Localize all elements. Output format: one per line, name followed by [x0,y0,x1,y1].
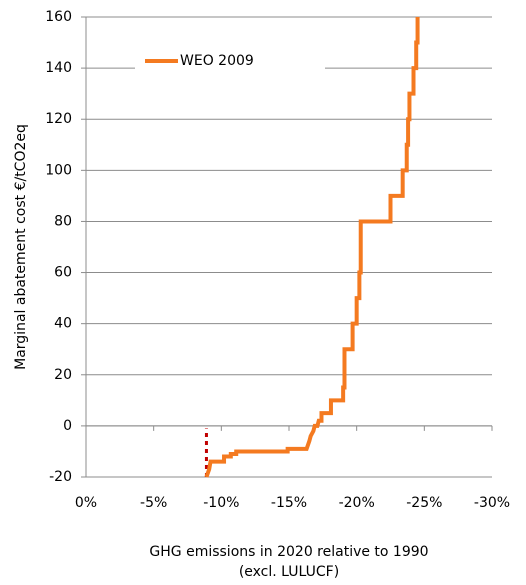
y-tick-label: -20 [49,469,72,485]
y-tick-label: 100 [45,162,72,178]
x-axis-title: GHG emissions in 2020 relative to 1990 [149,544,428,560]
x-tick-label: -25% [406,495,442,511]
x-tick-label: 0% [75,495,97,511]
y-axis-title: Marginal abatement cost €/tCO2eq [13,124,29,370]
y-tick-label: 80 [54,213,72,229]
x-tick-label: -20% [339,495,375,511]
legend-label: WEO 2009 [180,53,254,69]
y-tick-label: 120 [45,111,72,127]
x-tick-label: -15% [271,495,307,511]
x-axis-title-note: (excl. LULUCF) [239,564,339,580]
x-tick-label: -30% [474,495,510,511]
y-tick-label: 60 [54,265,72,281]
y-tick-label: 0 [63,418,72,434]
data-line [204,17,420,478]
y-tick-label: 160 [45,9,72,25]
y-tick-label: 20 [54,367,72,383]
y-tick-label: 140 [45,60,72,76]
x-tick-label: -10% [203,495,239,511]
y-tick-label: 40 [54,316,72,332]
x-tick-label: -5% [140,495,167,511]
